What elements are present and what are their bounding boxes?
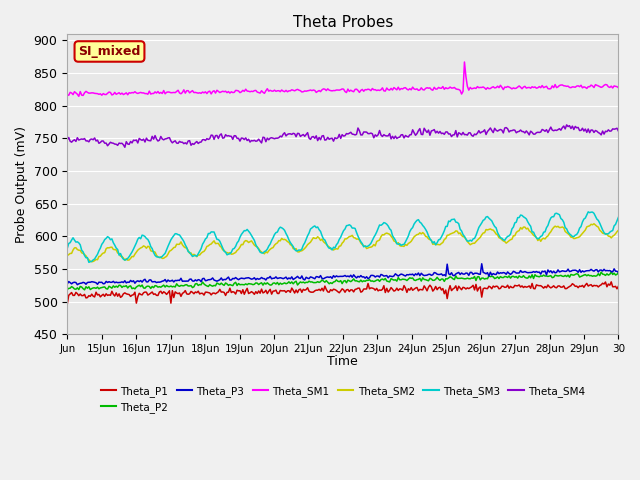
Theta_SM2 bbox=[458, 233, 465, 239]
Text: SI_mixed: SI_mixed bbox=[78, 45, 141, 58]
Theta_P1 bbox=[612, 284, 620, 289]
Theta_P2 bbox=[63, 287, 71, 292]
Theta_P1 bbox=[82, 295, 90, 301]
Theta_SM4 bbox=[563, 122, 570, 128]
Theta_SM4 bbox=[63, 137, 71, 143]
Theta_P3 bbox=[84, 280, 92, 286]
Theta_SM2 bbox=[614, 228, 622, 233]
Title: Theta Probes: Theta Probes bbox=[292, 15, 393, 30]
Line: Theta_SM1: Theta_SM1 bbox=[67, 62, 618, 96]
Theta_P2 bbox=[84, 285, 92, 291]
Theta_P1 bbox=[607, 279, 615, 285]
Theta_P2 bbox=[458, 275, 465, 281]
Theta_SM2 bbox=[101, 250, 109, 255]
Theta_P1 bbox=[456, 285, 464, 291]
Theta_P1 bbox=[99, 291, 107, 297]
Theta_SM2 bbox=[613, 229, 621, 235]
Theta_P1 bbox=[538, 284, 546, 289]
Theta_SM3 bbox=[85, 260, 93, 265]
Theta_SM4 bbox=[540, 127, 547, 133]
Theta_SM3 bbox=[584, 209, 592, 215]
Theta_SM1 bbox=[458, 91, 465, 97]
Theta_SM1 bbox=[84, 89, 92, 95]
Theta_P2 bbox=[613, 271, 621, 277]
Theta_SM2 bbox=[590, 221, 598, 227]
Theta_SM4 bbox=[613, 125, 621, 131]
Theta_SM3 bbox=[63, 245, 71, 251]
Theta_P2 bbox=[81, 287, 88, 293]
Theta_P3 bbox=[613, 268, 621, 274]
Y-axis label: Probe Output (mV): Probe Output (mV) bbox=[15, 126, 28, 242]
Line: Theta_SM3: Theta_SM3 bbox=[67, 212, 618, 263]
Line: Theta_P3: Theta_P3 bbox=[67, 264, 618, 285]
Theta_P3 bbox=[458, 270, 465, 276]
Theta_P3 bbox=[541, 268, 549, 274]
Theta_P3 bbox=[478, 261, 486, 267]
Line: Theta_P1: Theta_P1 bbox=[67, 282, 618, 304]
Theta_SM1 bbox=[614, 85, 622, 91]
Theta_SM1 bbox=[63, 92, 71, 97]
Theta_P2 bbox=[101, 284, 109, 290]
Theta_P2 bbox=[348, 277, 356, 283]
Theta_SM1 bbox=[348, 88, 356, 94]
Theta_SM3 bbox=[458, 228, 465, 234]
Theta_P3 bbox=[348, 275, 356, 280]
Theta_P2 bbox=[614, 270, 622, 276]
Theta_SM2 bbox=[63, 252, 71, 258]
Theta_SM1 bbox=[75, 94, 83, 99]
Theta_SM3 bbox=[82, 255, 90, 261]
Theta_SM4 bbox=[458, 132, 465, 138]
Theta_SM3 bbox=[613, 218, 621, 224]
Theta_SM4 bbox=[82, 138, 90, 144]
Theta_P1 bbox=[63, 301, 71, 307]
Theta_SM4 bbox=[348, 131, 356, 137]
Theta_SM3 bbox=[348, 225, 356, 231]
Theta_P2 bbox=[540, 272, 547, 278]
Theta_SM2 bbox=[88, 259, 95, 264]
Theta_SM2 bbox=[82, 253, 90, 259]
Theta_SM1 bbox=[461, 59, 468, 65]
Line: Theta_SM4: Theta_SM4 bbox=[67, 125, 618, 147]
Theta_P3 bbox=[101, 281, 109, 287]
Theta_SM2 bbox=[540, 235, 547, 241]
Theta_P2 bbox=[607, 269, 615, 275]
Theta_P1 bbox=[614, 283, 622, 289]
Theta_SM3 bbox=[540, 229, 547, 235]
Theta_SM1 bbox=[101, 92, 109, 97]
Theta_SM4 bbox=[614, 128, 622, 134]
Legend: Theta_P1, Theta_P2, Theta_P3, Theta_SM1, Theta_SM2, Theta_SM3, Theta_SM4: Theta_P1, Theta_P2, Theta_P3, Theta_SM1,… bbox=[97, 382, 589, 417]
Line: Theta_P2: Theta_P2 bbox=[67, 272, 618, 290]
Theta_P3 bbox=[63, 281, 71, 287]
Theta_P1 bbox=[347, 287, 355, 293]
Theta_SM3 bbox=[101, 237, 109, 242]
Theta_SM2 bbox=[348, 232, 356, 238]
Theta_SM1 bbox=[541, 84, 549, 90]
Theta_SM4 bbox=[99, 138, 107, 144]
Line: Theta_SM2: Theta_SM2 bbox=[67, 224, 618, 262]
X-axis label: Time: Time bbox=[328, 355, 358, 369]
Theta_SM4 bbox=[121, 144, 129, 150]
Theta_P3 bbox=[74, 282, 81, 288]
Theta_P3 bbox=[614, 270, 622, 276]
Theta_SM3 bbox=[614, 215, 622, 220]
Theta_SM1 bbox=[613, 84, 621, 90]
